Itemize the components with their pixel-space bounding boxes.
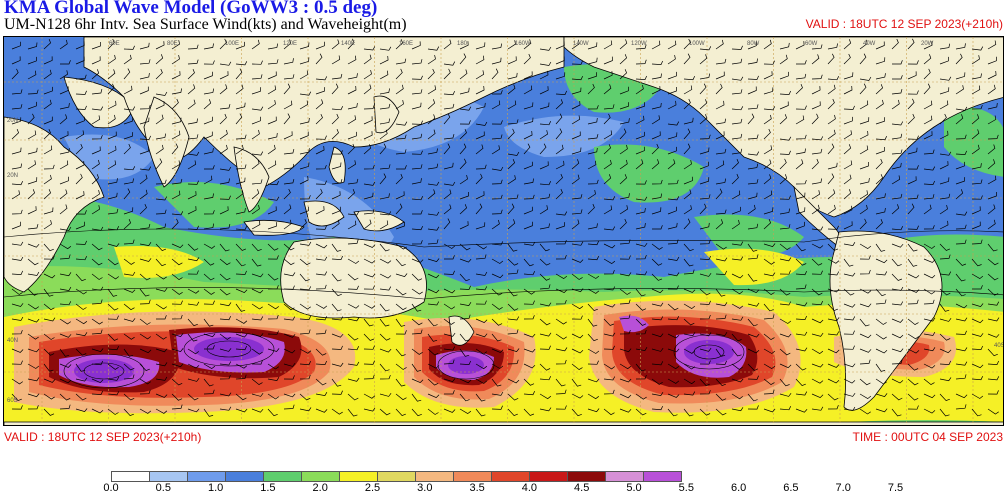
lon-label: 80E (167, 41, 178, 47)
wind-barbs (11, 38, 1000, 417)
new-zealand-land (448, 315, 475, 346)
legend-swatch (111, 471, 150, 482)
lat-label: 40N (7, 338, 18, 344)
antarctica-land (4, 421, 1003, 425)
india-land (143, 96, 190, 188)
legend-swatch (263, 471, 302, 482)
indochina-land (233, 146, 270, 213)
legend-label: 2.0 (312, 482, 328, 494)
init-time: TIME : 00UTC 04 SEP 2023 (852, 430, 1003, 444)
map-title: KMA Global Wave Model (GoWW3 : 0.5 deg) (4, 0, 378, 18)
japan-land (373, 95, 400, 134)
lat-label: 20N (7, 118, 18, 124)
legend-swatch (453, 471, 492, 482)
legend-swatch (491, 471, 530, 482)
lon-label: 40W (863, 41, 876, 47)
legend-swatch (225, 471, 264, 482)
lon-label: 100E (225, 41, 239, 47)
lon-label: 60E (109, 41, 120, 47)
lon-label: 180 (457, 41, 468, 47)
legend-label: 6.5 (783, 482, 799, 494)
legend-swatch (529, 471, 568, 482)
legend-label: 7.5 (887, 482, 904, 494)
graticule (4, 37, 1003, 425)
legend-swatch (339, 471, 378, 482)
lon-label: 60W (805, 41, 818, 47)
legend-swatch (301, 471, 340, 482)
lon-label: 160E (399, 41, 413, 47)
borneo-land (303, 200, 345, 227)
wave-contours (4, 228, 1003, 389)
legend-swatch (567, 471, 606, 482)
map-subtitle: UM-N128 6hr Intv. Sea Surface Wind(kts) … (4, 16, 407, 33)
legend-label: 0.5 (155, 482, 171, 494)
legend-label: 0.0 (103, 482, 119, 494)
lon-label: 140W (573, 41, 589, 47)
africa-land (4, 116, 105, 293)
legend-label: 4.0 (521, 482, 538, 494)
legend-label: 5.5 (678, 482, 694, 494)
legend-label: 3.5 (469, 482, 485, 494)
lon-label: 120W (631, 41, 647, 47)
south-america-land (829, 230, 943, 411)
asia-land (83, 37, 565, 188)
new-guinea-land (353, 210, 405, 232)
legend-label: 3.0 (417, 482, 433, 494)
lon-label: 20W (921, 41, 934, 47)
lon-label: 100W (689, 41, 705, 47)
longitude-labels: 60E 80E 100E 120E 140E 160E 180 160W 140W 120W 100… (109, 41, 934, 47)
valid-time-bottom: VALID : 18UTC 12 SEP 2023(+210h) (4, 430, 202, 444)
lat-label: 60S (7, 398, 18, 404)
wave-height-map: 60E 80E 100E 120E 140E 160E 180 160W 140W 120W 100… (3, 36, 1004, 426)
lon-label: 140E (341, 41, 355, 47)
legend-label: 1.5 (260, 482, 276, 494)
lat-label: 20N (7, 173, 18, 179)
legend-swatch (605, 471, 644, 482)
lat-label: 40S (994, 343, 1004, 349)
legend-swatch (415, 471, 454, 482)
legend-label: 5.0 (626, 482, 642, 494)
valid-time-top: VALID : 18UTC 12 SEP 2023(+210h) (805, 17, 1003, 31)
australia-land (280, 237, 427, 319)
map-canvas: 60E 80E 100E 120E 140E 160E 180 160W 140W 120W 100… (4, 37, 1004, 425)
legend-swatch (643, 471, 682, 482)
lon-label: 160W (515, 41, 531, 47)
legend-label: 2.5 (364, 482, 381, 494)
legend-swatch (377, 471, 416, 482)
peak-wave-zones (74, 337, 734, 383)
wave-height-legend (111, 471, 682, 482)
lon-label: 120E (283, 41, 297, 47)
legend-label: 6.0 (730, 482, 747, 494)
legend-label: 1.0 (207, 482, 224, 494)
legend-labels: 0.0 0.5 1.0 1.5 2.0 2.5 3.0 3.5 4.0 4.5 5.0 5.5 6.0 6… (0, 482, 1006, 496)
legend-swatch (149, 471, 188, 482)
latitude-labels: 20N 20N 40N 40S 60S (7, 118, 1004, 404)
legend-label: 7.0 (835, 482, 851, 494)
arabia-land (63, 76, 135, 129)
legend-swatch (187, 471, 226, 482)
legend-label: 4.5 (574, 482, 590, 494)
lon-label: 80W (747, 41, 760, 47)
